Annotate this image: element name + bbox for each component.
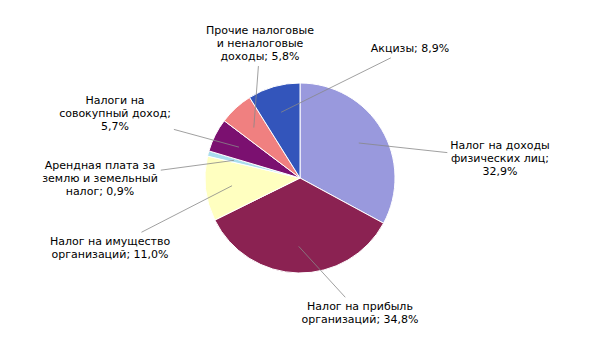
leader-line	[161, 160, 234, 170]
pie-slice	[250, 83, 300, 178]
leader-line	[141, 186, 232, 233]
chart-container: Налог на доходыфизических лиц;32,9% Налог…	[0, 0, 600, 363]
slice-label: Арендная плата заземлю и земельныйналог;…	[42, 159, 158, 198]
slice-label: Налоги насовокупный доход;5,7%	[59, 94, 171, 133]
chart: Налог на доходыфизических лиц;32,9% Налог…	[0, 0, 600, 363]
slice-label: Налог на имуществоорганизаций; 11,0%	[50, 235, 171, 261]
labels: Налог на доходыфизических лиц;32,9% Налог…	[42, 24, 549, 327]
slice-label: Акцизы; 8,9%	[371, 42, 450, 55]
leader-line	[299, 246, 346, 297]
slice-label: Налог на доходыфизических лиц;32,9%	[450, 139, 549, 178]
leader-line	[359, 143, 448, 153]
pie: Налог на доходыфизических лиц;32,9% Налог…	[42, 24, 549, 327]
leader-line	[281, 58, 391, 112]
leader-line	[254, 66, 259, 128]
slice-label: Налог на прибыльорганизаций; 34,8%	[301, 300, 418, 326]
leader-line	[174, 129, 239, 147]
leader-lines	[141, 58, 447, 297]
slice-label: Прочие налоговыеи неналоговыедоходы; 5,8…	[206, 24, 314, 63]
